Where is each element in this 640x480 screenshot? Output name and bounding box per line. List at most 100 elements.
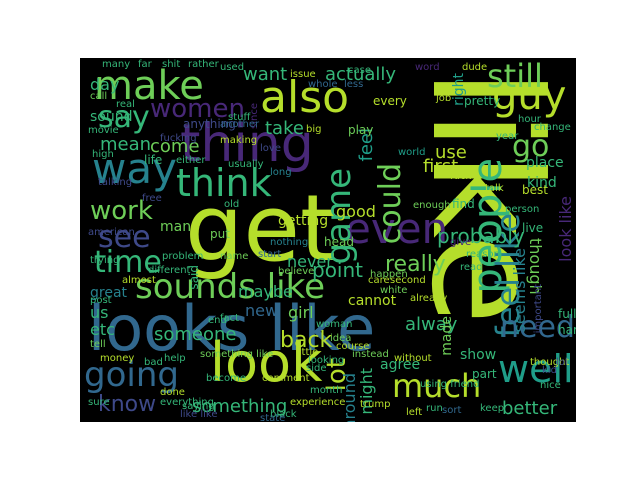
word-idea: idea (330, 333, 352, 344)
word-another: another (220, 119, 260, 130)
word-everything: everything (160, 397, 214, 408)
word-left: left (406, 407, 423, 418)
word-women: women (150, 94, 245, 124)
word-though: though (526, 238, 545, 295)
word-point: point (312, 258, 364, 282)
word-reason: reason (466, 249, 500, 260)
word-anything: anything (183, 117, 236, 131)
word-life: life (144, 153, 163, 167)
word-best: best (522, 183, 548, 197)
word-lol: lol (556, 357, 568, 368)
word-way: way (92, 144, 177, 193)
word-every: every (373, 94, 407, 108)
word-hour: hour (518, 114, 541, 125)
word-show: show (460, 347, 497, 363)
word-month: month (310, 385, 343, 396)
word-live: live (522, 221, 544, 235)
word-pretty: pretty (464, 94, 501, 108)
word-white: white (380, 285, 408, 296)
word-actually: actually (325, 64, 397, 85)
word-better: better (502, 398, 558, 419)
word-even: even (345, 204, 449, 253)
word-word: word (415, 62, 440, 73)
word-different: different (148, 265, 191, 276)
word-really: really (385, 252, 446, 277)
word-happen: happen (370, 269, 408, 280)
word-find: find (452, 197, 475, 211)
word-back: back (280, 328, 333, 353)
word-care: care (368, 275, 390, 286)
word-start: start (258, 249, 282, 260)
word-big: big (306, 124, 322, 135)
word-comment: comment (262, 373, 310, 384)
word-go: go (512, 129, 550, 164)
word-sort: sort (442, 405, 462, 416)
word-using-friend: using friend (420, 379, 480, 390)
word-thought: thought (530, 357, 570, 368)
word-come: come (150, 136, 200, 157)
word-know: know (98, 392, 157, 417)
word-much: much (392, 367, 482, 405)
word-experience: experience (290, 397, 346, 408)
word-end: end (208, 315, 227, 326)
word-probably: probably (437, 224, 525, 248)
word-fact: fact (220, 313, 240, 324)
word-never: never (287, 252, 333, 271)
word-shit: shit (162, 59, 181, 70)
word-going: going (84, 355, 179, 395)
word-cloud-panel: like get looks like thing look make also way peo… (80, 58, 576, 422)
word-little: little (296, 347, 319, 358)
word-made: made (439, 316, 455, 356)
word-trump: trump (360, 399, 391, 410)
word-call: call (90, 91, 108, 102)
word-part: part (472, 367, 497, 381)
word-mean: mean (100, 134, 152, 155)
word-important: important (533, 284, 544, 334)
word-run: run (426, 403, 443, 414)
word-woman: woman (316, 319, 353, 330)
word-good: good (336, 202, 376, 221)
word-need: need (500, 310, 575, 345)
word-stuff: stuff (228, 112, 251, 123)
word-head: head (324, 235, 354, 249)
word-keep: keep (480, 403, 505, 414)
word-enough: enough (413, 200, 451, 211)
word-trying: trying (90, 255, 120, 266)
word-look-like: look like (556, 196, 575, 262)
word-take: take (265, 118, 304, 139)
word-rather: rather (188, 59, 219, 70)
word-kind: kind (527, 175, 557, 191)
word-make: make (94, 63, 204, 109)
word-still: still (487, 58, 543, 95)
word-us: us (90, 303, 109, 322)
word-instead: instead (352, 349, 389, 360)
word-like: like (398, 68, 572, 326)
word-either: either (176, 155, 206, 166)
word-place: place (526, 155, 564, 171)
word-without: without (394, 353, 432, 364)
word-believe: believe (278, 266, 315, 277)
word-done: done (160, 387, 185, 398)
word-person: person (505, 204, 540, 215)
word-help: help (164, 353, 186, 364)
word-nice: nice (540, 380, 561, 391)
word-old: old (224, 199, 240, 210)
word-alway: alway (405, 314, 458, 335)
word-second: second (390, 275, 426, 286)
word-play: play (348, 123, 374, 137)
word-case: case (348, 65, 371, 76)
word-getting: getting (278, 213, 329, 229)
word-course: course (336, 341, 370, 352)
word-like-like: like like (180, 409, 218, 420)
word-post: post (90, 295, 112, 306)
word-talking: talking (98, 177, 133, 188)
word-problem: problem (162, 251, 204, 262)
word-could: could (373, 163, 408, 245)
word-already: already (410, 293, 448, 304)
word-etc: etc (90, 320, 115, 339)
word-issue: issue (290, 69, 316, 80)
word-work: work (90, 196, 153, 226)
word-long: long (270, 167, 292, 178)
word-less: less (344, 79, 364, 90)
word-kid: kid (542, 365, 557, 376)
